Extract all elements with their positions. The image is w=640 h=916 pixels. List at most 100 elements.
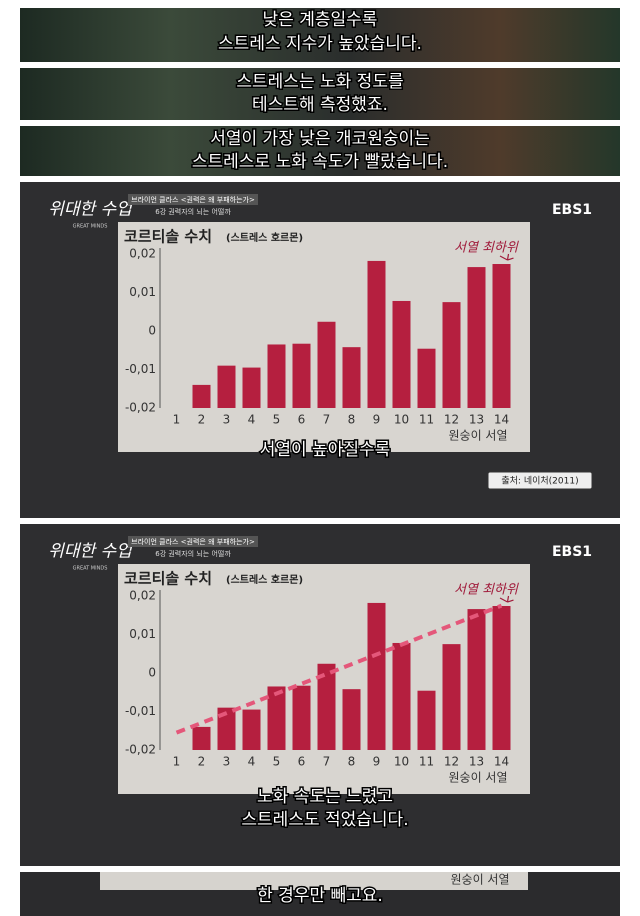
y-tick-label: 0,01: [129, 627, 156, 641]
caption: 테스트해 측정했죠.: [252, 95, 388, 115]
x-tick-label: 3: [223, 413, 231, 427]
episode: 6강 권력자의 뇌는 어떨까: [155, 207, 231, 216]
y-tick-label: 0: [148, 324, 156, 338]
x-tick-label: 10: [394, 413, 409, 427]
x-axis-label: 원숭이 서열: [448, 429, 507, 443]
lecture-box: [128, 536, 258, 547]
x-tick-label: 11: [419, 755, 434, 769]
bar: [442, 302, 461, 408]
program-logo: 위대한 수업: [48, 200, 134, 220]
program-logo: 위대한 수업: [48, 542, 134, 562]
bar: [192, 726, 211, 750]
bar: [392, 300, 411, 408]
x-tick-label: 1: [173, 413, 181, 427]
x-tick-label: 5: [273, 755, 281, 769]
bar: [292, 343, 311, 408]
annotation: 서열 최하위: [454, 241, 519, 256]
channel-logo: EBS1: [552, 202, 592, 218]
chart-frame: 위대한 수업 GREAT MINDS 브라이언 클라스 <권력은 왜 부패하는가> 6…: [20, 182, 620, 518]
chart-title-note: (스트레스 호르몬): [226, 573, 303, 586]
y-tick-label: 0,02: [129, 589, 156, 603]
program-logo-en: GREAT MINDS: [73, 566, 108, 572]
x-tick-label: 3: [223, 755, 231, 769]
bar: [392, 642, 411, 750]
bar: [267, 686, 286, 750]
bar: [217, 707, 236, 750]
y-tick-label: -0,01: [125, 704, 156, 718]
y-tick-label: -0,02: [125, 743, 156, 757]
x-tick-label: 8: [348, 413, 356, 427]
video-frame: [20, 8, 620, 62]
x-tick-label: 4: [248, 413, 256, 427]
bar: [267, 344, 286, 408]
bar: [342, 689, 361, 750]
bar: [342, 347, 361, 408]
x-tick-label: 14: [494, 755, 509, 769]
x-tick-label: 6: [298, 755, 306, 769]
bar: [317, 321, 336, 408]
x-tick-label: 13: [469, 755, 484, 769]
axis-fragment: 원숭이 서열: [450, 873, 509, 887]
x-tick-label: 5: [273, 413, 281, 427]
chart-title-note: (스트레스 호르몬): [226, 231, 303, 244]
x-tick-label: 12: [444, 413, 459, 427]
annotation-arrow: [499, 253, 514, 261]
bar: [442, 644, 461, 750]
lecture: 브라이언 클라스 <권력은 왜 부패하는가>: [131, 537, 255, 546]
annotation: 서열 최하위: [454, 583, 519, 598]
lecture-box: [128, 194, 258, 205]
y-tick-label: -0,02: [125, 401, 156, 415]
chart-title: 코르티솔 수치: [124, 570, 212, 588]
x-tick-label: 2: [198, 413, 206, 427]
annotation-arrow: [499, 595, 514, 603]
source: 출처: 네이처(2011): [501, 475, 578, 487]
caption: 스트레스 지수가 높았습니다.: [218, 34, 422, 54]
caption: 한 경우만 빼고요.: [257, 886, 383, 906]
x-tick-label: 13: [469, 413, 484, 427]
x-tick-label: 9: [373, 413, 381, 427]
y-tick-label: 0,01: [129, 285, 156, 299]
x-tick-label: 6: [298, 413, 306, 427]
source-box: [487, 471, 593, 490]
bar: [217, 365, 236, 408]
x-tick-label: 8: [348, 755, 356, 769]
bar: [417, 690, 436, 750]
x-tick-label: 12: [444, 755, 459, 769]
bar: [192, 384, 211, 408]
bar: [417, 348, 436, 408]
x-tick-label: 1: [173, 755, 181, 769]
x-tick-label: 7: [323, 755, 331, 769]
bar: [467, 609, 486, 750]
chart-title: 코르티솔 수치: [124, 228, 212, 246]
y-tick-label: 0,02: [129, 247, 156, 261]
x-tick-label: 7: [323, 413, 331, 427]
y-tick-label: -0,01: [125, 362, 156, 376]
bar: [317, 663, 336, 750]
program-logo-en: GREAT MINDS: [73, 224, 108, 230]
x-tick-label: 10: [394, 755, 409, 769]
x-axis-label: 원숭이 서열: [448, 771, 507, 785]
x-tick-label: 9: [373, 755, 381, 769]
channel-logo: EBS1: [552, 544, 592, 560]
caption: 노화 속도는 느렸고: [257, 787, 393, 807]
paper: [100, 872, 528, 890]
x-tick-label: 2: [198, 755, 206, 769]
caption: 스트레스는 노화 정도를: [236, 72, 403, 92]
bar: [467, 267, 486, 408]
caption: 낮은 계층일수록: [263, 10, 378, 30]
bar: [292, 685, 311, 750]
caption: 스트레스로 노화 속도가 빨랐습니다.: [192, 152, 448, 172]
x-tick-label: 4: [248, 755, 256, 769]
caption: 서열이 높아질수록: [260, 440, 391, 460]
video-frame: [20, 126, 620, 176]
caption: 서열이 가장 낮은 개코원숭이는: [210, 129, 430, 149]
bar: [492, 264, 511, 408]
y-tick-label: 0: [148, 666, 156, 680]
bar: [492, 606, 511, 750]
trend-line: [175, 603, 503, 735]
chart-frame: 위대한 수업 GREAT MINDS 브라이언 클라스 <권력은 왜 부패하는가> 6…: [20, 524, 620, 866]
x-tick-label: 11: [419, 413, 434, 427]
video-frame: [20, 68, 620, 120]
